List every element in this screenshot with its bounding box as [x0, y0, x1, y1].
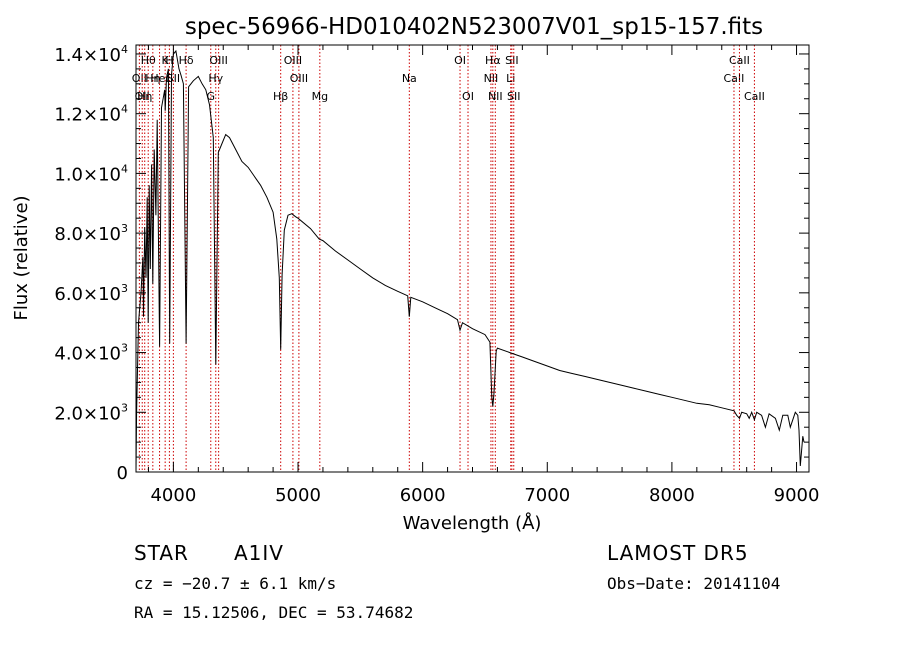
- line-marker-label: OII: [135, 90, 150, 103]
- y-tick-label: 1.0×104: [54, 162, 128, 185]
- object-class: STAR: [134, 541, 189, 565]
- line-marker-label: Mg: [312, 90, 328, 103]
- line-marker-label: Hγ: [208, 72, 223, 85]
- line-marker-label: Hδ: [179, 54, 194, 67]
- x-tick-label: 8000: [649, 485, 695, 506]
- line-marker-label: SII: [167, 72, 180, 85]
- obs-date: Obs−Date: 20141104: [607, 574, 781, 593]
- line-marker-label: CaII: [724, 72, 745, 85]
- x-tick-label: 4000: [150, 485, 196, 506]
- spectrum-line: [135, 49, 805, 473]
- line-marker-label: Hθ: [141, 54, 156, 67]
- axes: 4000 5000 6000 7000 8000 9000 0 2.0×103 4.0×103 6…: [54, 43, 819, 506]
- y-tick-label: 2.0×103: [54, 401, 128, 424]
- y-tick-label: 1.2×104: [54, 103, 128, 126]
- chart-title: spec-56966-HD010402N523007V01_sp15-157.f…: [185, 14, 763, 40]
- line-marker-label: OIII: [290, 72, 308, 85]
- redshift-text: cz = −20.7 ± 6.1 km/s: [134, 574, 337, 593]
- line-marker-label: NII: [484, 72, 499, 85]
- x-axis-label: Wavelength (Å): [403, 512, 542, 534]
- y-tick-label: 0: [117, 463, 128, 484]
- line-marker-label: G: [207, 90, 216, 103]
- x-tick-label: 6000: [400, 485, 446, 506]
- line-marker-label: OI: [454, 54, 466, 67]
- line-marker-label: Hη: [137, 90, 152, 103]
- line-marker-label: OI: [462, 90, 474, 103]
- y-tick-label: 8.0×103: [54, 222, 128, 245]
- line-marker-label: CaII: [744, 90, 765, 103]
- line-marker-label: Hη: [145, 72, 160, 85]
- y-tick-label: 6.0×103: [54, 282, 128, 305]
- survey-name: LAMOST DR5: [607, 541, 749, 565]
- line-marker-label: K: [162, 54, 170, 67]
- object-subclass: A1IV: [234, 541, 284, 565]
- line-marker-label: H: [165, 54, 173, 67]
- y-axis-label: Flux (relative): [11, 195, 32, 320]
- line-marker-label: CaII: [729, 54, 750, 67]
- line-marker-label: OIII: [284, 54, 302, 67]
- line-marker-label: Li: [506, 72, 515, 85]
- x-tick-label: 7000: [524, 485, 570, 506]
- line-marker-label: SII: [507, 90, 520, 103]
- y-tick-label: 1.4×104: [54, 43, 128, 66]
- line-markers: OIIOIIHηHθHηHeIKHSIIHδGHγOIIIHβOIIIOIIIM…: [132, 45, 765, 472]
- line-marker-label: Na: [402, 72, 417, 85]
- plot-frame: [135, 44, 810, 473]
- line-marker-label: HeI: [150, 72, 168, 85]
- line-marker-label: Hα: [485, 54, 501, 67]
- line-marker-label: OIII: [209, 54, 227, 67]
- line-marker-label: Hβ: [273, 90, 288, 103]
- line-marker-label: NII: [488, 90, 503, 103]
- x-tick-label: 9000: [774, 485, 820, 506]
- y-tick-label: 4.0×103: [54, 342, 128, 365]
- coordinates: RA = 15.12506, DEC = 53.74682: [134, 603, 414, 622]
- line-marker-label: SII: [505, 54, 518, 67]
- x-tick-label: 5000: [275, 485, 321, 506]
